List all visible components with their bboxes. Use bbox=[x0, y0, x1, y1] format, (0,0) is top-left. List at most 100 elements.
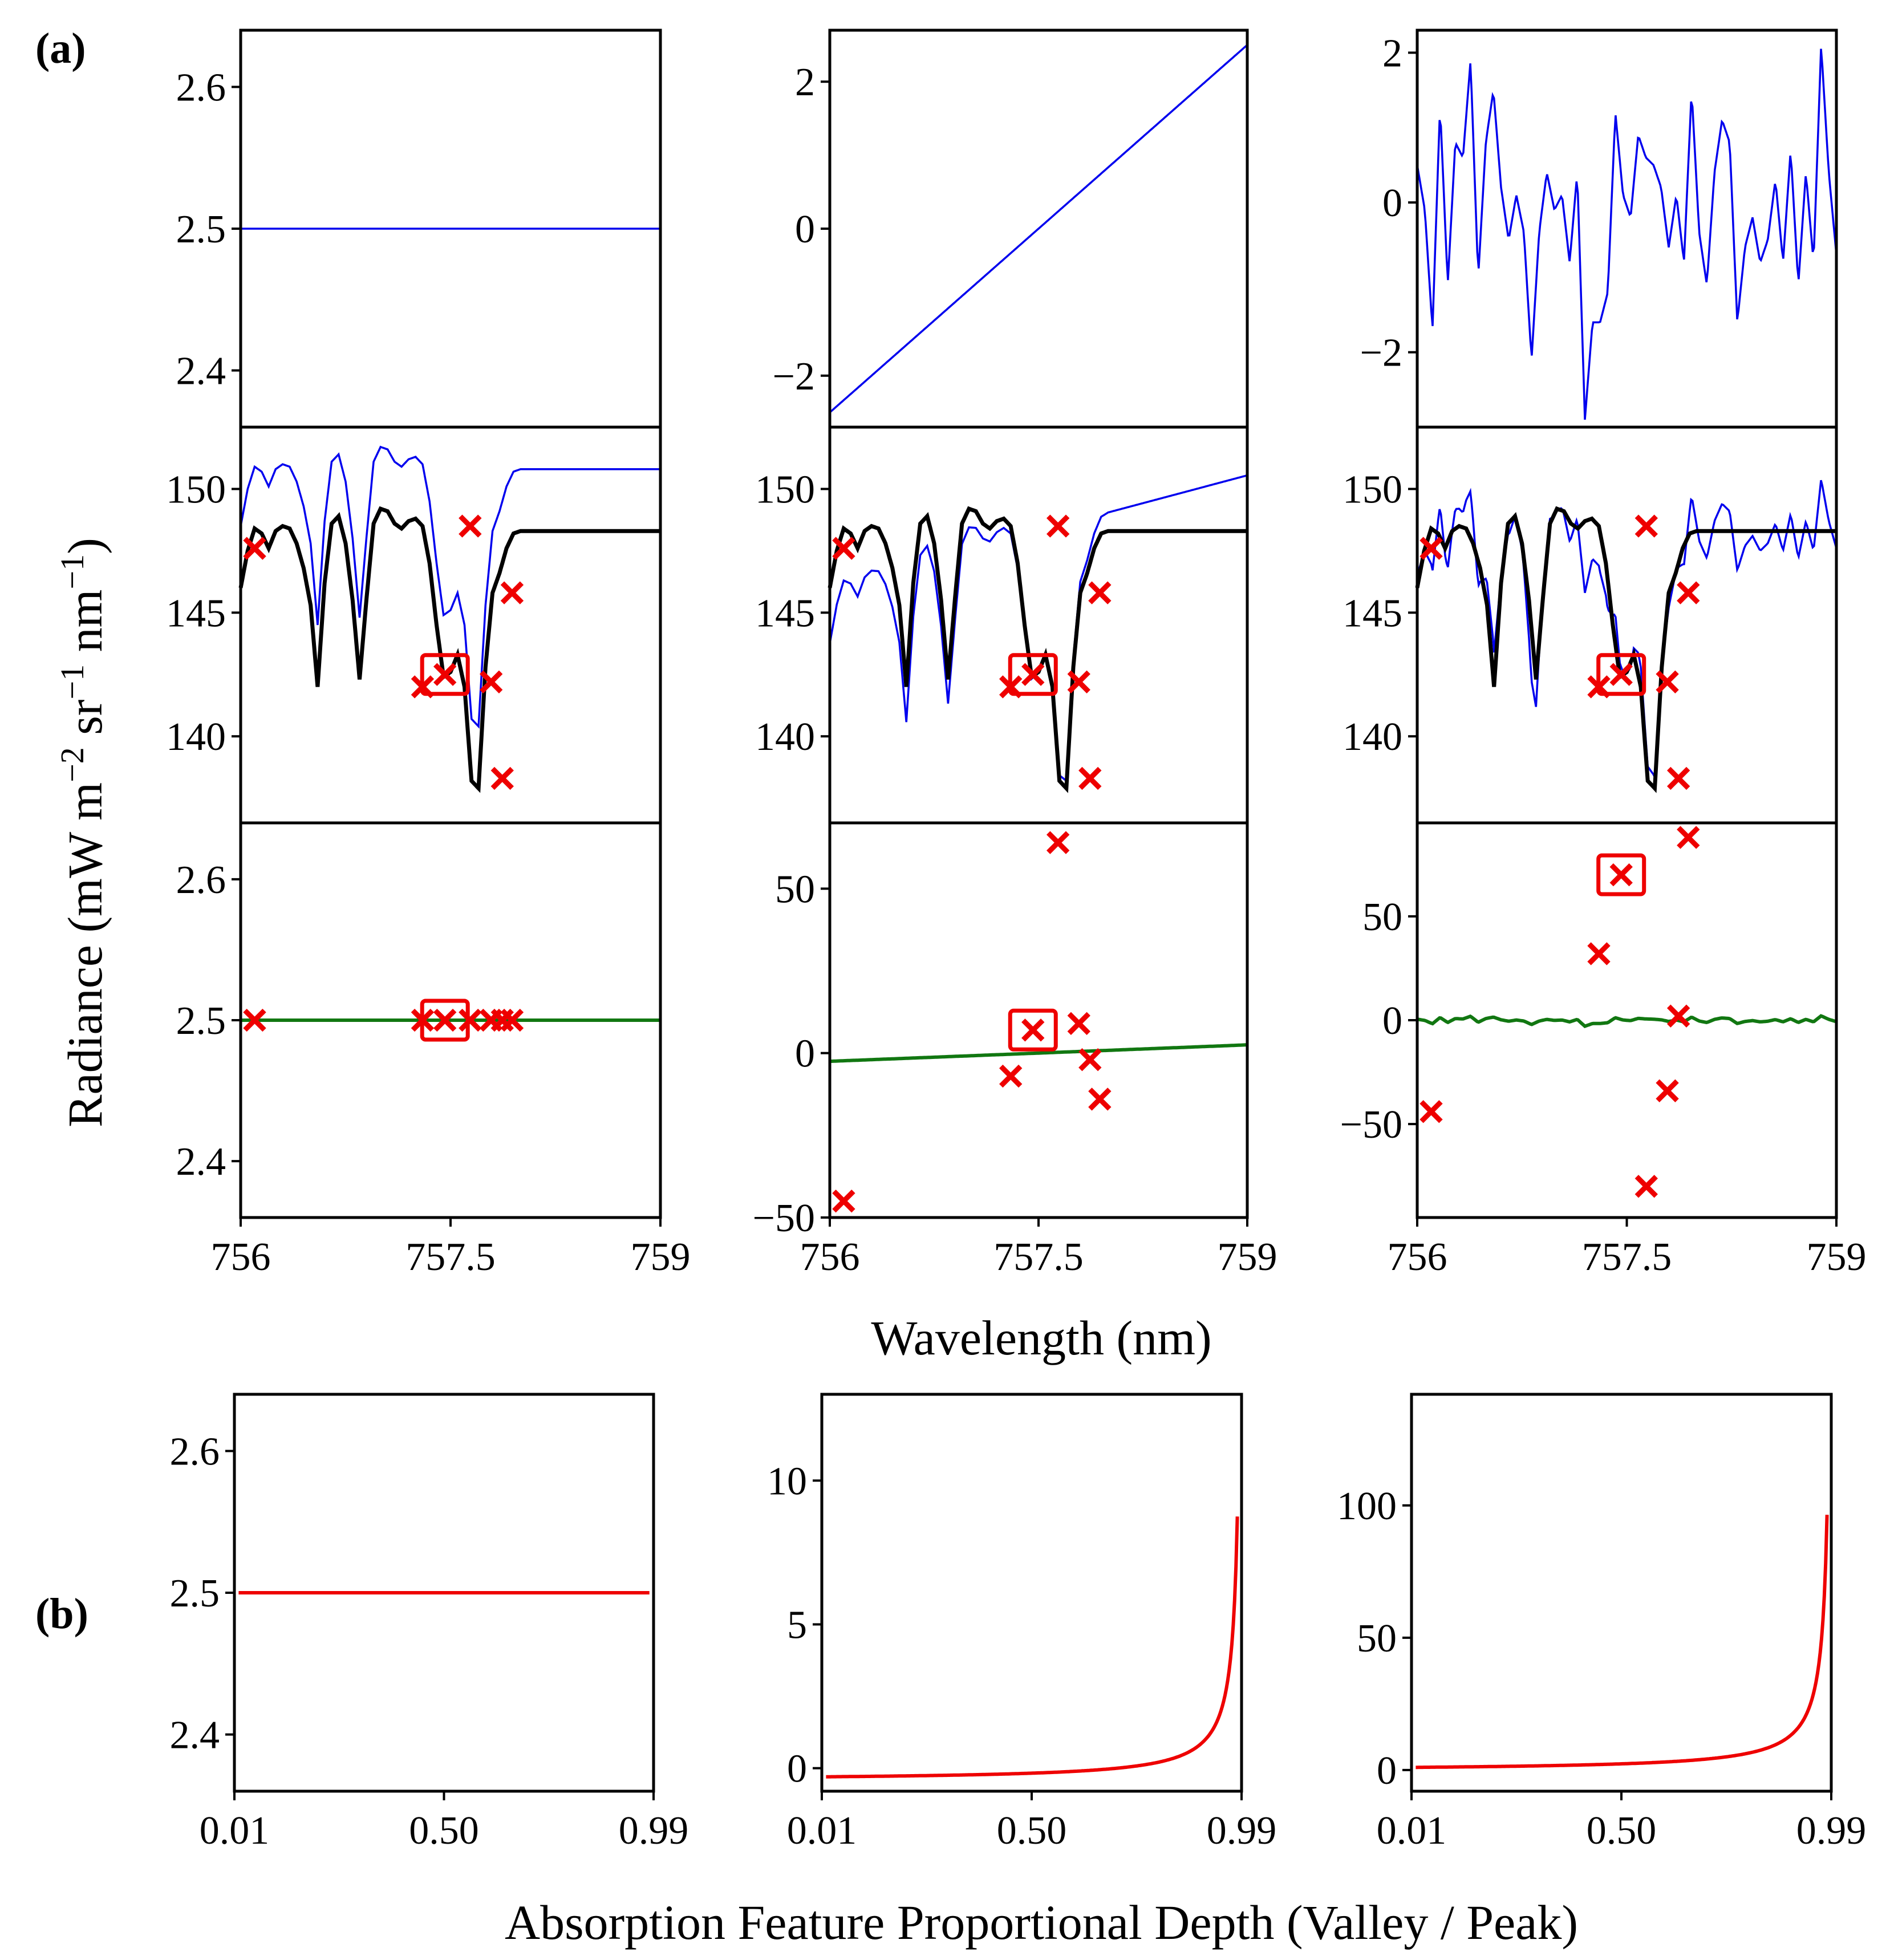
panel-tag-a: (a) bbox=[35, 25, 86, 72]
difference-2-x-tick-label-2: 759 bbox=[1218, 1235, 1277, 1279]
spectrum-3-marker-1 bbox=[1419, 537, 1443, 560]
sensitivity-2-x-tick-label-2: 0.99 bbox=[1207, 1809, 1277, 1853]
offset-2-y-tick-label-0: −2 bbox=[773, 355, 815, 399]
spectrum-3-marker-5 bbox=[1656, 670, 1679, 693]
difference-line-3 bbox=[1417, 1014, 1837, 1029]
ticks-layer: 2.4 2.5 2.6 140 145 150 2.4 2.5 2.6 756 757.5 759 2.… bbox=[166, 31, 1867, 1853]
frame-difference-2 bbox=[828, 821, 1249, 1219]
difference-3-marker-5 bbox=[1656, 1079, 1679, 1103]
difference-1-marker-3 bbox=[433, 1008, 457, 1032]
spectrum-blue-3 bbox=[1416, 480, 1838, 781]
spectrum-2-y-tick-label-1: 145 bbox=[755, 591, 815, 635]
difference-2-y-tick-label-0: −50 bbox=[753, 1196, 815, 1240]
spectrum-black-3 bbox=[1415, 506, 1836, 793]
difference-2-marker-5 bbox=[1067, 1012, 1090, 1035]
difference-1-marker-1 bbox=[243, 1008, 266, 1032]
y-title-exp2: −1 bbox=[54, 664, 91, 700]
difference-2-x-tick-label-1: 757.5 bbox=[993, 1235, 1084, 1279]
offset-1-y-tick-label-2: 2.6 bbox=[176, 66, 226, 109]
sensitivity-1-y-tick-label-2: 2.6 bbox=[170, 1430, 220, 1474]
sensitivity-2-y-tick-label-1: 5 bbox=[787, 1603, 807, 1647]
spectrum-2-y-tick-label-0: 140 bbox=[755, 715, 815, 759]
difference-3-y-tick-label-1: 0 bbox=[1382, 999, 1402, 1043]
panel-sensitivity-2 bbox=[826, 1516, 1239, 1779]
sensitivity-curve-2 bbox=[826, 1516, 1239, 1779]
sensitivity-2-y-tick-label-2: 10 bbox=[767, 1459, 807, 1503]
spectrum-black-2 bbox=[828, 506, 1247, 793]
frame-spectrum-1 bbox=[239, 425, 662, 825]
spectrum-2-y-tick-label-2: 150 bbox=[755, 468, 815, 512]
spectrum-3-marker-3 bbox=[1609, 663, 1633, 686]
plots-layer bbox=[238, 44, 1838, 1779]
frame-spectrum-2 bbox=[828, 425, 1249, 825]
panel-spectrum-1 bbox=[238, 445, 660, 793]
sensitivity-curve-3 bbox=[1416, 1515, 1829, 1770]
difference-3-marker-box bbox=[1596, 853, 1646, 896]
difference-line-2 bbox=[829, 1043, 1247, 1064]
offset-line-3 bbox=[1416, 48, 1838, 420]
offset-2-y-tick-label-1: 0 bbox=[795, 208, 815, 251]
sensitivity-1-x-tick-label-2: 0.99 bbox=[619, 1809, 689, 1853]
sensitivity-1-y-tick-label-1: 2.5 bbox=[170, 1572, 220, 1616]
spectrum-3-y-tick-label-2: 150 bbox=[1343, 468, 1402, 512]
sensitivity-3-y-tick-label-0: 0 bbox=[1377, 1749, 1397, 1793]
difference-1-marker-7 bbox=[500, 1008, 524, 1032]
spectrum-2-marker-5 bbox=[1067, 670, 1090, 693]
offset-2-y-tick-label-2: 2 bbox=[795, 60, 815, 104]
spectrum-2-marker-box bbox=[1008, 653, 1058, 696]
sensitivity-2-x-tick-label-0: 0.01 bbox=[787, 1809, 857, 1853]
panel-difference-2 bbox=[829, 831, 1247, 1213]
sensitivity-2-y-tick-label-0: 0 bbox=[787, 1747, 807, 1791]
offset-3-y-tick-label-1: 0 bbox=[1382, 181, 1402, 225]
sensitivity-1-y-tick-label-0: 2.4 bbox=[170, 1714, 220, 1758]
difference-3-marker-4 bbox=[1635, 1175, 1658, 1198]
difference-1-marker-4 bbox=[459, 1008, 482, 1032]
spectrum-black-1 bbox=[238, 506, 660, 793]
panel-offset-2 bbox=[829, 44, 1248, 413]
difference-3-x-tick-label-0: 756 bbox=[1388, 1235, 1447, 1279]
difference-2-y-tick-label-1: 0 bbox=[795, 1032, 815, 1076]
spectrum-2-marker-7 bbox=[1088, 581, 1112, 604]
sensitivity-3-y-tick-label-2: 100 bbox=[1337, 1484, 1397, 1528]
frames-layer bbox=[233, 29, 1838, 1793]
difference-3-marker-7 bbox=[1677, 826, 1700, 849]
sensitivity-1-x-tick-label-1: 0.50 bbox=[409, 1809, 479, 1853]
panel-difference-1 bbox=[241, 999, 660, 1042]
sensitivity-3-x-tick-label-2: 0.99 bbox=[1796, 1809, 1867, 1853]
spectrum-3-marker-box bbox=[1596, 653, 1646, 696]
x-axis-title-depth: Absorption Feature Proportional Depth (V… bbox=[505, 1895, 1578, 1950]
difference-2-y-tick-label-2: 50 bbox=[775, 867, 815, 911]
difference-1-x-tick-label-0: 756 bbox=[211, 1235, 271, 1279]
spectrum-1-marker-5 bbox=[479, 670, 503, 693]
x-axis-title-wavelength: Wavelength (nm) bbox=[871, 1310, 1211, 1365]
panel-spectrum-2 bbox=[828, 474, 1248, 793]
difference-2-marker-2 bbox=[999, 1064, 1023, 1088]
spectrum-2-marker-1 bbox=[832, 537, 855, 560]
difference-3-marker-6 bbox=[1666, 1004, 1690, 1028]
spectrum-1-marker-4 bbox=[459, 514, 482, 538]
spectrum-2-marker-6 bbox=[1078, 766, 1102, 790]
difference-3-x-tick-label-1: 757.5 bbox=[1582, 1235, 1672, 1279]
y-title-mid1: sr bbox=[58, 700, 112, 748]
difference-1-y-tick-label-1: 2.5 bbox=[176, 999, 226, 1043]
difference-1-y-tick-label-2: 2.6 bbox=[176, 858, 226, 902]
difference-3-marker-1 bbox=[1419, 1100, 1443, 1123]
spectrum-1-marker-7 bbox=[500, 581, 524, 604]
spectrum-1-marker-6 bbox=[490, 766, 514, 790]
difference-2-marker-7 bbox=[1088, 1087, 1112, 1111]
spectrum-3-y-tick-label-1: 145 bbox=[1343, 591, 1402, 635]
sensitivity-3-x-tick-label-0: 0.01 bbox=[1377, 1809, 1447, 1853]
panel-sensitivity-3 bbox=[1416, 1515, 1829, 1770]
panel-spectrum-3 bbox=[1415, 480, 1838, 793]
spectrum-3-marker-6 bbox=[1666, 766, 1690, 790]
frame-sensitivity-2 bbox=[820, 1393, 1243, 1793]
spectrum-1-marker-1 bbox=[243, 537, 266, 560]
panel-difference-3 bbox=[1417, 826, 1837, 1198]
offset-1-y-tick-label-1: 2.5 bbox=[176, 208, 226, 251]
difference-2-marker-box bbox=[1008, 1008, 1058, 1052]
difference-3-x-tick-label-2: 759 bbox=[1807, 1235, 1867, 1279]
difference-3-marker-3 bbox=[1609, 863, 1633, 887]
offset-1-y-tick-label-0: 2.4 bbox=[176, 350, 226, 393]
sensitivity-2-x-tick-label-1: 0.50 bbox=[997, 1809, 1067, 1853]
